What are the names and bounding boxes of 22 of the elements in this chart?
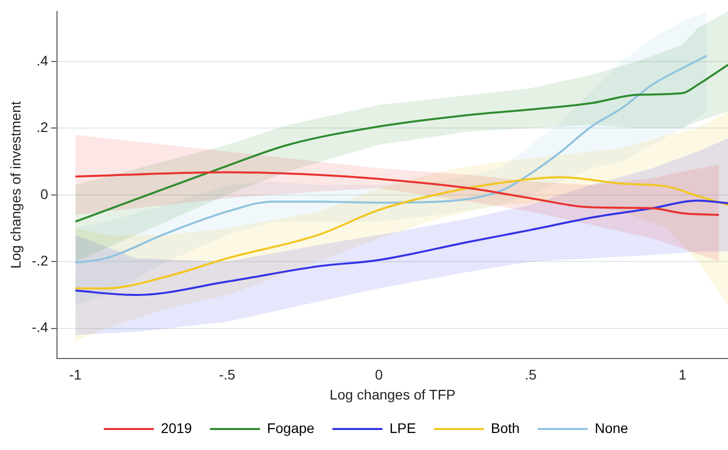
y-tick-label: 0 <box>40 186 48 202</box>
y-tick-label: .4 <box>36 52 48 68</box>
y-tick-label: .2 <box>36 119 48 136</box>
x-tick-label: -1 <box>69 366 82 383</box>
legend-label: None <box>594 420 628 436</box>
line-series <box>74 54 708 264</box>
x-tick-label: 1 <box>678 366 687 383</box>
x-tick-label: .5 <box>524 366 537 383</box>
line-series <box>74 171 720 216</box>
y-axis-title: Log changes of investment <box>7 101 24 269</box>
legend-label: Both <box>490 420 520 436</box>
legend-label: Fogape <box>266 420 315 436</box>
legend-label: 2019 <box>160 420 192 436</box>
x-tick-label: 0 <box>375 366 384 383</box>
x-axis-title: Log changes of TFP <box>330 386 456 402</box>
line-series <box>74 200 728 296</box>
x-tick-label: -.5 <box>218 366 236 383</box>
legend-label: LPE <box>389 420 416 436</box>
y-tick-label: -.4 <box>32 319 48 336</box>
line-series <box>74 176 728 290</box>
y-tick-label: -.2 <box>32 252 48 268</box>
line-series <box>74 64 728 223</box>
